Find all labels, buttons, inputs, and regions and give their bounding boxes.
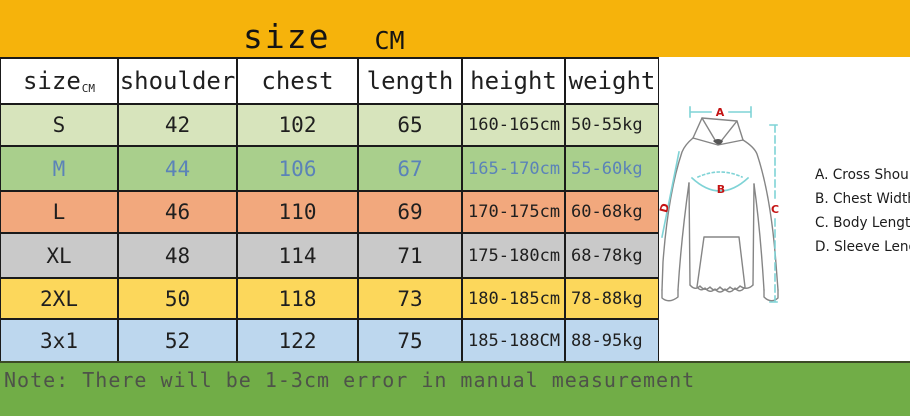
column-header-length: length	[359, 59, 463, 105]
label-d: D	[659, 202, 672, 214]
height-cell: 170-175cm	[463, 192, 566, 234]
height-cell: 185-188CM	[463, 320, 566, 363]
shoulder-cell: 52	[119, 320, 238, 363]
length-cell: 69	[359, 192, 463, 234]
table-row-xl: XL 48 114 71 175-180cm 68-78kg	[1, 234, 660, 279]
column-header-chest: chest	[238, 59, 359, 105]
hoodie-diagram-icon: A B C D	[659, 106, 781, 303]
label-a: A	[716, 106, 725, 119]
weight-cell: 50-55kg	[566, 105, 660, 147]
table-row-l: L 46 110 69 170-175cm 60-68kg	[1, 192, 660, 234]
size-cell: XL	[1, 234, 119, 279]
weight-cell: 68-78kg	[566, 234, 660, 279]
shoulder-cell: 50	[119, 279, 238, 320]
weight-cell: 55-60kg	[566, 147, 660, 192]
weight-cell: 60-68kg	[566, 192, 660, 234]
size-cell: L	[1, 192, 119, 234]
legend-item-cross-shoulder: A. Cross Shoulder	[815, 167, 910, 183]
measure-line-d	[661, 151, 680, 238]
measure-labels: A B C D	[659, 106, 779, 216]
column-header-shoulder: shoulder	[119, 59, 238, 105]
column-header-weight: weight	[566, 59, 660, 105]
measurement-diagram: A B C D A. Cross Shoulder B. Chest Width…	[659, 57, 910, 361]
legend-item-chest-width: B. Chest Width	[815, 191, 910, 207]
measurement-legend: A. Cross Shoulder B. Chest Width C. Body…	[815, 163, 910, 259]
column-header-size-label: size	[22, 67, 81, 95]
legend-item-body-length: C. Body Length	[815, 215, 910, 231]
column-header-size: size CM	[1, 59, 119, 105]
size-cell: 3x1	[1, 320, 119, 363]
size-cell: 2XL	[1, 279, 119, 320]
page-title: size	[243, 17, 331, 56]
chest-cell: 106	[238, 147, 359, 192]
chest-cell: 122	[238, 320, 359, 363]
chest-cell: 118	[238, 279, 359, 320]
size-table: size CM shoulder chest length height weig…	[0, 57, 660, 363]
height-cell: 165-170cm	[463, 147, 566, 192]
measure-line-c	[769, 124, 781, 303]
measure-line-b-solid	[690, 176, 750, 192]
height-cell: 180-185cm	[463, 279, 566, 320]
hoodie-outline	[661, 117, 779, 302]
legend-item-sleeve-length: D. Sleeve Length	[815, 239, 910, 255]
label-b: B	[717, 183, 725, 196]
table-row-2xl: 2XL 50 118 73 180-185cm 78-88kg	[1, 279, 660, 320]
collar-detail	[713, 139, 723, 145]
length-cell: 71	[359, 234, 463, 279]
table-row-3x1: 3x1 52 122 75 185-188CM 88-95kg	[1, 320, 660, 363]
chest-cell: 110	[238, 192, 359, 234]
measure-line-b-dotted	[696, 171, 744, 179]
weight-cell: 78-88kg	[566, 279, 660, 320]
size-cell: M	[1, 147, 119, 192]
length-cell: 67	[359, 147, 463, 192]
length-cell: 73	[359, 279, 463, 320]
note-text: Note: There will be 1-3cm error in manua…	[4, 368, 696, 392]
title-bar: size CM	[0, 0, 910, 57]
chest-cell: 114	[238, 234, 359, 279]
chest-cell: 102	[238, 105, 359, 147]
weight-cell: 88-95kg	[566, 320, 660, 363]
label-c: C	[771, 203, 779, 216]
table-header-row: size CM shoulder chest length height weig…	[1, 59, 660, 105]
column-header-height: height	[463, 59, 566, 105]
shoulder-cell: 44	[119, 147, 238, 192]
shoulder-cell: 48	[119, 234, 238, 279]
height-cell: 175-180cm	[463, 234, 566, 279]
length-cell: 75	[359, 320, 463, 363]
table-row-m: M 44 106 67 165-170cm 55-60kg	[1, 147, 660, 192]
height-cell: 160-165cm	[463, 105, 566, 147]
measure-line-a	[689, 106, 752, 118]
measure-lines	[661, 106, 781, 303]
note-bar: Note: There will be 1-3cm error in manua…	[0, 361, 910, 416]
table-row-s: S 42 102 65 160-165cm 50-55kg	[1, 105, 660, 147]
column-header-size-unit: CM	[81, 82, 96, 95]
shoulder-cell: 42	[119, 105, 238, 147]
page-title-unit: CM	[374, 26, 405, 55]
length-cell: 65	[359, 105, 463, 147]
size-cell: S	[1, 105, 119, 147]
shoulder-cell: 46	[119, 192, 238, 234]
